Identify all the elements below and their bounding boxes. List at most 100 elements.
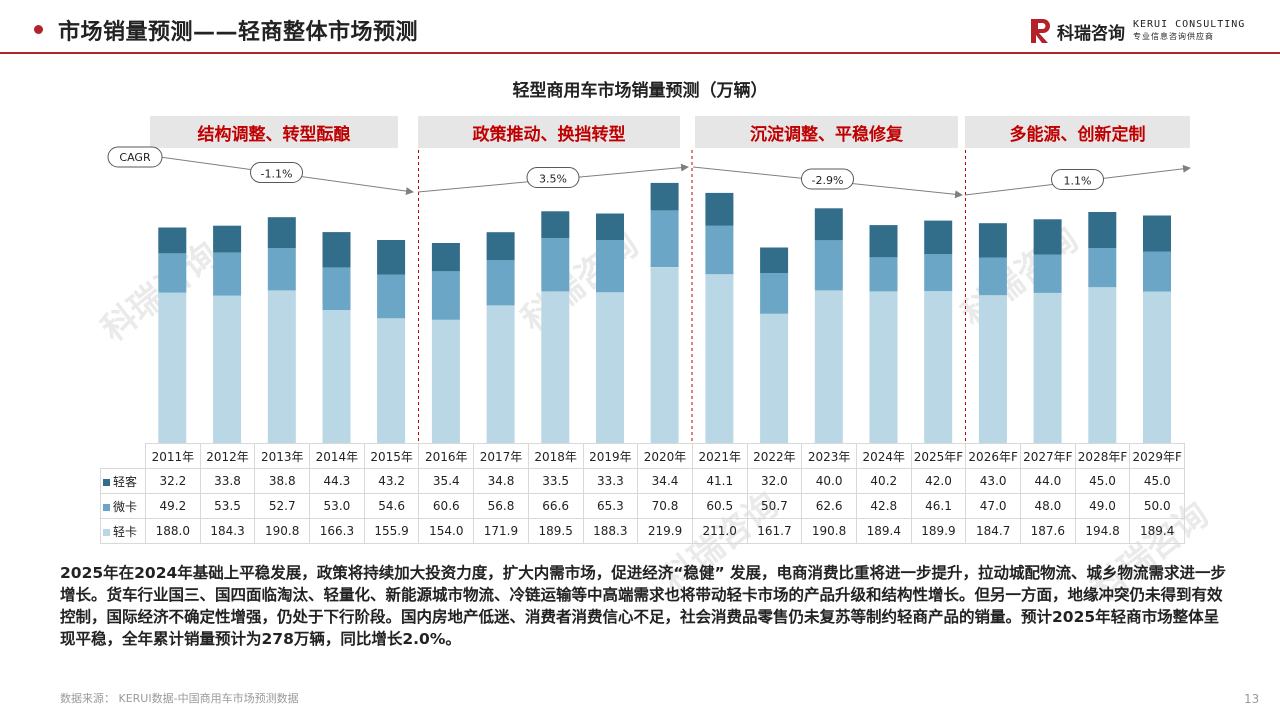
bar-segment-light-truck [486,305,515,443]
year-label: 2012年 [199,443,256,469]
bar-segment-light-truck [814,290,843,443]
bar-segment-light-bus [267,217,296,249]
bar-segment-light-truck [705,274,734,443]
data-value-cell: 155.9 [363,518,420,544]
bar-segment-light-truck [1088,287,1117,443]
data-value-cell: 48.0 [1020,493,1076,519]
data-value-cell: 33.8 [199,468,256,494]
page-number: 13 [1244,692,1260,706]
bar-segment-light-bus [541,211,570,239]
series-name: 轻卡 [113,524,138,539]
data-value-cell: 32.0 [746,468,803,494]
phase-label: 多能源、创新定制 [965,116,1190,148]
bar-segment-mini-truck [486,260,515,306]
data-value-cell: 60.6 [418,493,475,519]
data-value-cell: 194.8 [1074,518,1131,544]
year-label: 2024年 [855,443,912,469]
data-value-cell: 33.5 [527,468,584,494]
data-value-cell: 166.3 [309,518,365,544]
cagr-value: -2.9% [812,174,844,187]
bar-segment-light-bus [596,213,624,241]
bar-segment-light-bus [814,208,843,241]
bar-segment-light-bus [377,240,406,275]
data-value-cell: 49.2 [145,493,201,519]
data-value-cell: 33.3 [582,468,639,494]
data-value-cell: 46.1 [910,493,967,519]
logo-text-block: KERUI CONSULTING 专业信息咨询供应商 [1133,19,1245,43]
year-label: 2027年F [1020,443,1076,469]
data-value-cell: 52.7 [254,493,311,519]
year-label: 2023年 [801,443,857,469]
logo-chinese-name: 科瑞咨询 [1057,23,1125,44]
bar-segment-light-bus [650,182,679,211]
data-value-cell: 54.6 [363,493,420,519]
bar-segment-light-truck [213,295,242,443]
data-value-cell: 56.8 [473,493,529,519]
year-label: 2020年 [637,443,693,469]
data-value-cell: 43.2 [363,468,420,494]
year-label: 2016年 [418,443,475,469]
chart-title: 轻型商用车市场销量预测（万辆） [512,81,768,101]
legend-swatch [103,528,110,536]
data-value-cell: 154.0 [418,518,475,544]
cagr-value: -1.1% [261,168,293,181]
bar-segment-light-bus [1143,215,1171,252]
year-label: 2029年F [1129,443,1186,469]
phase-label: 结构调整、转型酝酿 [150,116,398,148]
cagr-badge [526,167,580,188]
data-value-cell: 34.8 [473,468,529,494]
data-value-cell: 211.0 [691,518,748,544]
year-label: 2028年F [1074,443,1131,469]
logo-english-name: KERUI CONSULTING [1133,19,1246,30]
bar-segment-light-bus [1033,219,1062,255]
data-value-cell: 188.3 [582,518,639,544]
series-legend-cell: 轻客 [100,468,146,494]
bar-segment-light-truck [267,290,296,443]
bar-segment-light-truck [541,291,570,443]
table-row: 轻卡 188.0 184.3 190.8 166.3 155.9 154.0 171.9 189… [100,518,1186,544]
year-label: 2018年 [527,443,584,469]
phase-label: 沉淀调整、平稳修复 [695,116,958,148]
bar-segment-light-bus [1088,212,1117,248]
data-value-cell: 38.8 [254,468,311,494]
bar-segment-mini-truck [1088,248,1117,288]
bar-segment-mini-truck [267,248,296,291]
title-bullet [34,25,43,34]
series-name: 微卡 [113,499,138,514]
data-value-cell: 189.9 [910,518,967,544]
bar-segment-light-bus [158,227,187,254]
bar-segment-light-bus [213,225,242,253]
data-table: 2011年 2012年 2013年 2014年 2015年 2016年 2017年 2018年… [100,443,1186,544]
bar-segment-light-truck [1143,291,1171,443]
data-value-cell: 190.8 [254,518,311,544]
data-value-cell: 219.9 [637,518,693,544]
bar-segment-light-truck [322,310,351,443]
bar-segment-mini-truck [869,257,898,292]
data-value-cell: 189.4 [855,518,912,544]
legend-swatch [103,478,110,486]
year-label: 2017年 [473,443,529,469]
bar-segment-mini-truck [213,252,242,296]
cagr-label: CAGR [119,151,151,164]
bar-segment-mini-truck [158,253,187,293]
data-value-cell: 184.3 [199,518,256,544]
bar-segment-light-bus [978,223,1007,258]
data-value-cell: 40.0 [801,468,857,494]
data-value-cell: 66.6 [527,493,584,519]
bar-segment-light-truck [760,313,789,443]
bar-segment-mini-truck [322,267,351,310]
year-label: 2026年F [965,443,1021,469]
table-header-row: 2011年 2012年 2013年 2014年 2015年 2016年 2017年 2018年… [100,443,1186,469]
data-value-cell: 70.8 [637,493,693,519]
header-divider [0,52,1280,54]
bar-segment-mini-truck [541,238,570,292]
cagr-badge [801,168,854,190]
data-value-cell: 50.7 [746,493,803,519]
data-value-cell: 35.4 [418,468,475,494]
bar-segment-light-truck [869,291,898,443]
data-value-cell: 189.4 [1129,518,1186,544]
bar-segment-mini-truck [1033,254,1062,293]
data-value-cell: 187.6 [1020,518,1076,544]
data-value-cell: 44.0 [1020,468,1076,494]
